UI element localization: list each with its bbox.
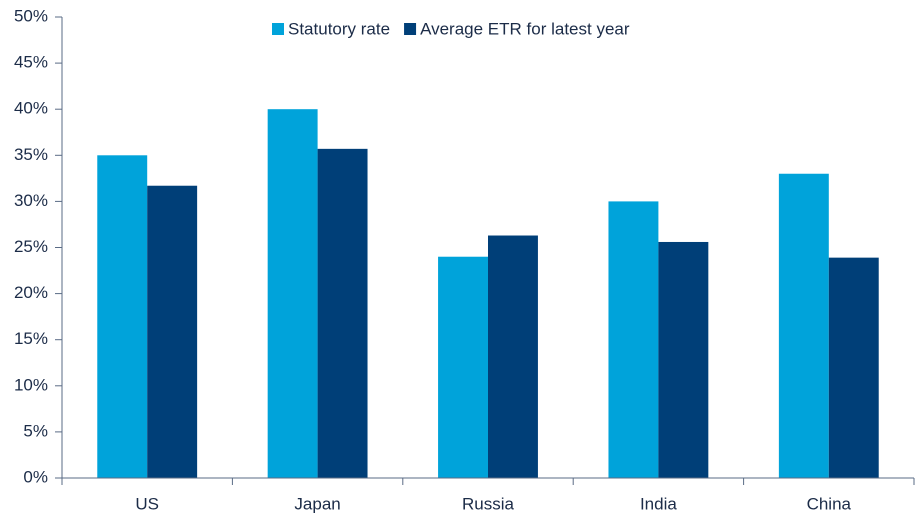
legend-swatch (404, 23, 417, 35)
x-tick-label: Russia (462, 494, 515, 513)
bar (317, 148, 368, 478)
legend-label: Statutory rate (288, 19, 390, 38)
x-tick-label: China (807, 494, 852, 513)
x-tick-label: India (640, 494, 677, 513)
y-tick-label: 45% (14, 53, 48, 72)
y-tick-label: 40% (14, 99, 48, 118)
bar (488, 235, 538, 478)
y-tick-label: 20% (14, 283, 48, 302)
y-tick-label: 0% (23, 467, 48, 486)
legend-label: Average ETR for latest year (420, 19, 630, 38)
legend-swatch (272, 23, 284, 35)
bar (438, 256, 488, 478)
bar (778, 173, 829, 479)
y-tick-label: 15% (14, 329, 48, 348)
y-tick-label: 50% (14, 6, 48, 25)
bar (828, 257, 879, 478)
bar (267, 109, 318, 478)
bar (97, 155, 148, 479)
y-tick-label: 35% (14, 145, 48, 164)
x-tick-label: US (135, 494, 159, 513)
bar (608, 201, 659, 478)
x-tick-label: Japan (294, 494, 340, 513)
y-tick-label: 5% (23, 421, 48, 440)
y-tick-label: 10% (14, 375, 48, 394)
bar (147, 185, 198, 478)
bar (658, 241, 709, 478)
y-tick-label: 25% (14, 237, 48, 256)
y-tick-label: 30% (14, 191, 48, 210)
